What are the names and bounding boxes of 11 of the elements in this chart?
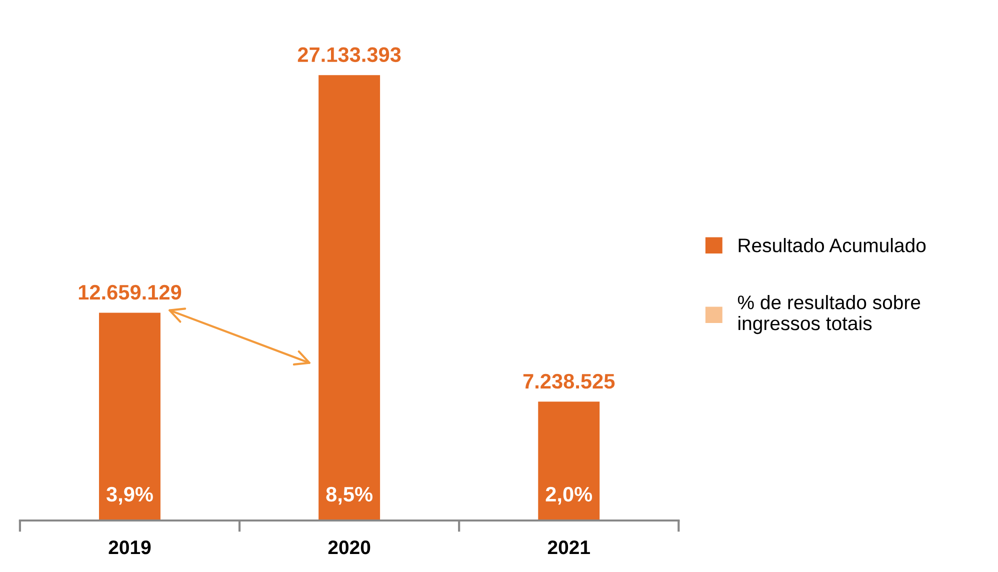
- data-label: 27.133.393: [298, 47, 401, 62]
- x-tick-label: 2019: [108, 540, 151, 554]
- data-label: 3,9%: [106, 486, 153, 505]
- data-label: 8,5%: [326, 486, 372, 505]
- x-tick-label: 2021: [548, 540, 590, 554]
- legend-label: Resultado Acumulado: [738, 238, 926, 252]
- data-label: 7.238.525: [523, 374, 615, 389]
- data-label: 2,0%: [546, 486, 592, 505]
- data-label: 12.659.129: [78, 284, 182, 300]
- legend-label: % de resultado sobre ingressos totais: [738, 295, 920, 334]
- x-tick-label: 2020: [328, 540, 370, 554]
